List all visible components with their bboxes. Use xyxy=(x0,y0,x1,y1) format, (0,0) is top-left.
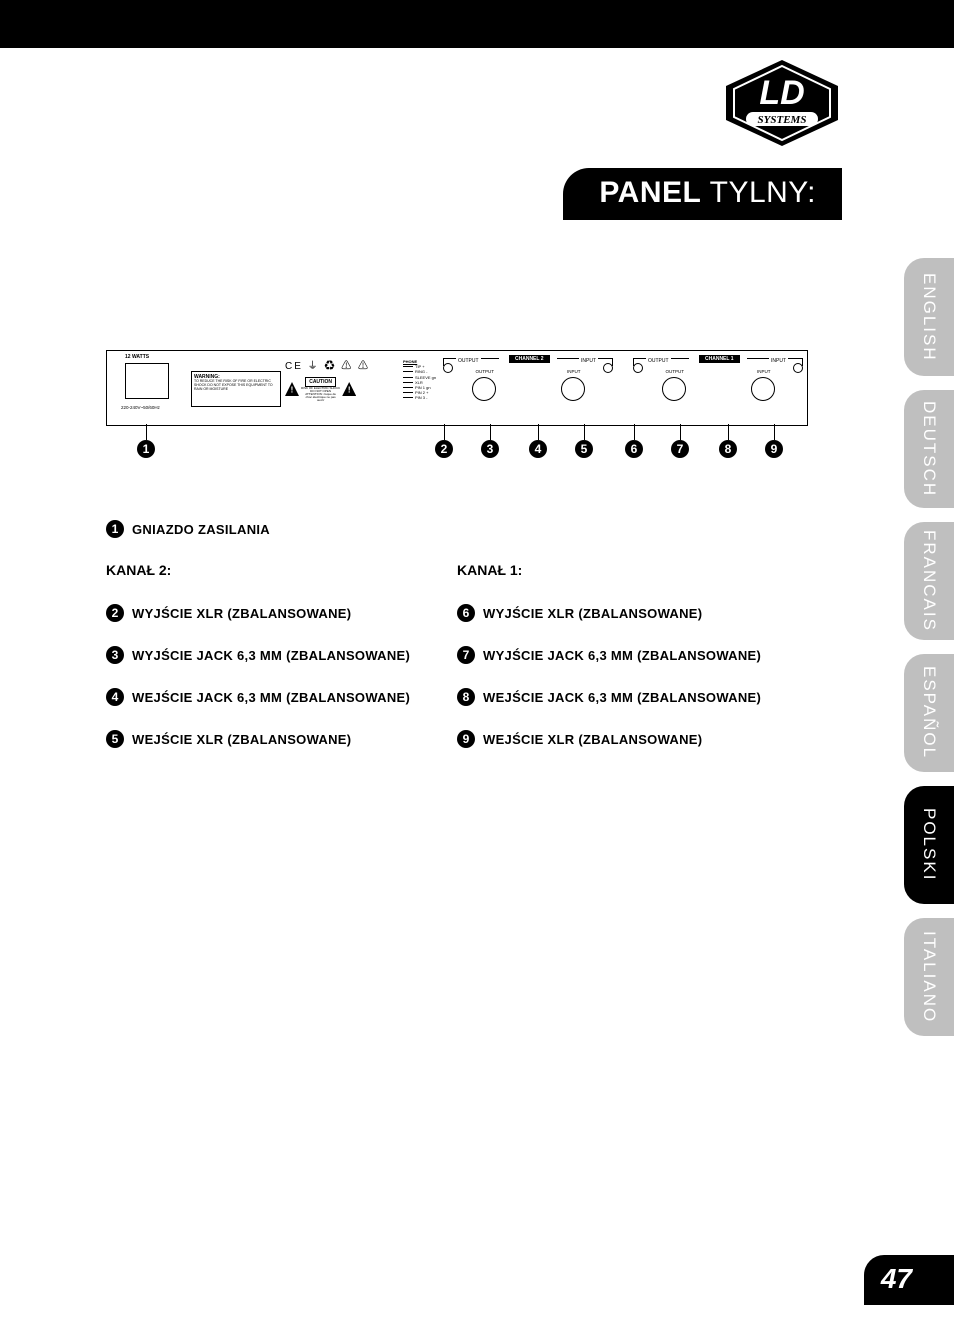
power-watts-label: 12 WATTS xyxy=(125,354,149,360)
jack-out-icon xyxy=(662,377,686,401)
item-7-row: 7 WYJŚCIE JACK 6,3 MM (ZBALANSOWANE) xyxy=(457,646,808,664)
callout-line xyxy=(680,424,681,440)
item-2-text: WYJŚCIE XLR (ZBALANSOWANE) xyxy=(132,606,351,621)
ch2-label: CHANNEL 2 xyxy=(509,355,550,363)
callout-num-5: 5 xyxy=(575,440,593,458)
callout-line xyxy=(146,424,147,440)
top-bar xyxy=(0,0,954,48)
callout-num-3: 3 xyxy=(481,440,499,458)
item-4-text: WEJŚCIE JACK 6,3 MM (ZBALANSOWANE) xyxy=(132,690,410,705)
kanal-2-title: KANAŁ 2: xyxy=(106,562,457,578)
lang-tab-francais[interactable]: FRANCAIS xyxy=(904,522,954,640)
num-circle-7: 7 xyxy=(457,646,475,664)
item-9-text: WEJŚCIE XLR (ZBALANSOWANE) xyxy=(483,732,702,747)
item-7-text: WYJŚCIE JACK 6,3 MM (ZBALANSOWANE) xyxy=(483,648,761,663)
lang-tab-deutsch[interactable]: DEUTSCH xyxy=(904,390,954,508)
item-5-row: 5 WEJŚCIE XLR (ZBALANSOWANE) xyxy=(106,730,457,748)
kanal-2-column: KANAŁ 2: 2 WYJŚCIE XLR (ZBALANSOWANE) 3 WYJ… xyxy=(106,562,457,772)
num-circle-6: 6 xyxy=(457,604,475,622)
item-6-text: WYJŚCIE XLR (ZBALANSOWANE) xyxy=(483,606,702,621)
item-3-text: WYJŚCIE JACK 6,3 MM (ZBALANSOWANE) xyxy=(132,648,410,663)
callout-num-4: 4 xyxy=(529,440,547,458)
num-circle-1: 1 xyxy=(106,520,124,538)
pin-labels: PHONETIP +RING -SLEEVE gnXLRPIN 1 gnPIN … xyxy=(403,359,436,401)
rear-panel-diagram: 12 WATTS 220-240V~50/60Hz WARNING: TO RE… xyxy=(106,350,808,426)
ch1-label: CHANNEL 1 xyxy=(699,355,740,363)
ld-systems-logo: LD SYSTEMS xyxy=(722,58,842,148)
item-6-row: 6 WYJŚCIE XLR (ZBALANSOWANE) xyxy=(457,604,808,622)
jack-out-icon xyxy=(472,377,496,401)
item-1-text: GNIAZDO ZASILANIA xyxy=(132,522,270,537)
item-8-text: WEJŚCIE JACK 6,3 MM (ZBALANSOWANE) xyxy=(483,690,761,705)
num-circle-5: 5 xyxy=(106,730,124,748)
num-circle-9: 9 xyxy=(457,730,475,748)
lang-tab-polski[interactable]: POLSKI xyxy=(904,786,954,904)
jack-in-icon xyxy=(751,377,775,401)
item-2-row: 2 WYJŚCIE XLR (ZBALANSOWANE) xyxy=(106,604,457,622)
callout-num-1: 1 xyxy=(137,440,155,458)
callout-line xyxy=(728,424,729,440)
item-1-row: 1 GNIAZDO ZASILANIA xyxy=(106,520,808,538)
svg-text:LD: LD xyxy=(759,74,804,112)
num-circle-2: 2 xyxy=(106,604,124,622)
pin-line: PIN 3 - xyxy=(403,395,436,400)
ce-symbols: CE ⏚ ♻ ⚠ ⚠ xyxy=(285,357,370,372)
callout-line xyxy=(584,424,585,440)
num-circle-3: 3 xyxy=(106,646,124,664)
diagram-callouts: 1 2 3 4 5 6 7 8 9 xyxy=(106,432,808,472)
kanal-1-title: KANAŁ 1: xyxy=(457,562,808,578)
callout-line xyxy=(538,424,539,440)
warning-box: WARNING: TO REDUCE THE RISK OF FIRE OR E… xyxy=(191,371,281,407)
caution-label: CAUTION xyxy=(305,377,336,387)
caution-subtext: RISK OF ELECTRIC SHOCKDO NOT OPENATTENTI… xyxy=(301,387,340,402)
num-circle-4: 4 xyxy=(106,688,124,706)
callout-num-7: 7 xyxy=(671,440,689,458)
callout-line xyxy=(444,424,445,440)
callout-num-2: 2 xyxy=(435,440,453,458)
num-circle-8: 8 xyxy=(457,688,475,706)
power-voltage-label: 220-240V~50/60Hz xyxy=(121,405,160,410)
lang-tab-english[interactable]: ENGLISH xyxy=(904,258,954,376)
content-list: 1 GNIAZDO ZASILANIA KANAŁ 2: 2 WYJŚCIE XL… xyxy=(106,520,808,772)
lang-tab-italiano[interactable]: ITALIANO xyxy=(904,918,954,1036)
callout-num-9: 9 xyxy=(765,440,783,458)
svg-text:SYSTEMS: SYSTEMS xyxy=(758,114,807,126)
item-9-row: 9 WEJŚCIE XLR (ZBALANSOWANE) xyxy=(457,730,808,748)
warning-text: TO REDUCE THE RISK OF FIRE OR ELECTRIC S… xyxy=(194,380,278,392)
warning-triangle-icon xyxy=(342,382,356,396)
language-tabs: ENGLISH DEUTSCH FRANCAIS ESPAÑOL POLSKI ITALI… xyxy=(904,258,954,1036)
page-number: 47 xyxy=(881,1263,912,1295)
callout-line xyxy=(490,424,491,440)
kanal-1-column: KANAŁ 1: 6 WYJŚCIE XLR (ZBALANSOWANE) 7 WYJ… xyxy=(457,562,808,772)
lang-tab-español[interactable]: ESPAÑOL xyxy=(904,654,954,772)
jack-in-icon xyxy=(561,377,585,401)
channel-1-group: OUTPUT CHANNEL 1 INPUT OUTPUTINPUT xyxy=(629,355,807,421)
title-light: TYLNY: xyxy=(701,176,816,209)
caution-group: CAUTION RISK OF ELECTRIC SHOCKDO NOT OPE… xyxy=(285,375,357,403)
power-socket-icon xyxy=(125,363,169,399)
item-8-row: 8 WEJŚCIE JACK 6,3 MM (ZBALANSOWANE) xyxy=(457,688,808,706)
callout-line xyxy=(634,424,635,440)
item-4-row: 4 WEJŚCIE JACK 6,3 MM (ZBALANSOWANE) xyxy=(106,688,457,706)
warning-triangle-icon xyxy=(285,382,299,396)
title-bold: PANEL xyxy=(599,176,701,209)
item-5-text: WEJŚCIE XLR (ZBALANSOWANE) xyxy=(132,732,351,747)
item-3-row: 3 WYJŚCIE JACK 6,3 MM (ZBALANSOWANE) xyxy=(106,646,457,664)
page-title-pill: PANEL TYLNY: xyxy=(563,168,842,220)
callout-line xyxy=(774,424,775,440)
channel-2-group: OUTPUT CHANNEL 2 INPUT OUTPUTINPUT xyxy=(439,355,617,421)
callout-num-8: 8 xyxy=(719,440,737,458)
callout-num-6: 6 xyxy=(625,440,643,458)
